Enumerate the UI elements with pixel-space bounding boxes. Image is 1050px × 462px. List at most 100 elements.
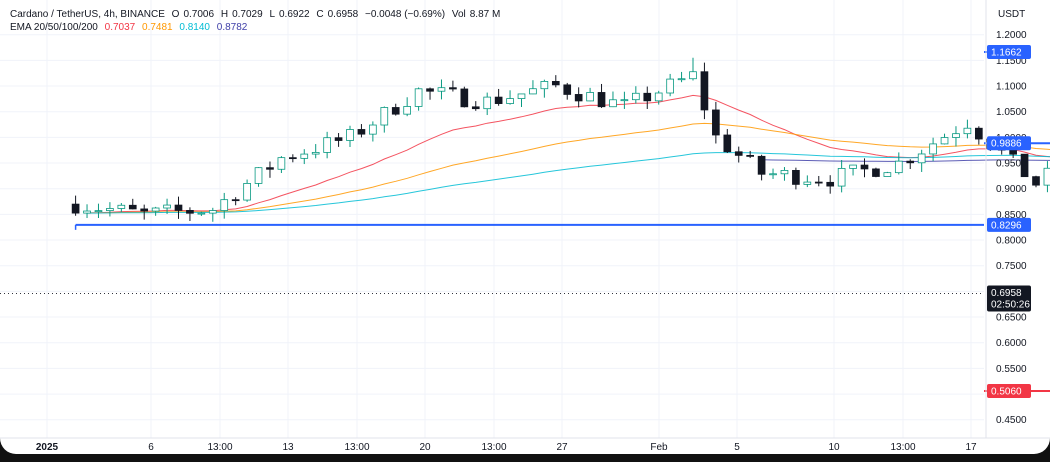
candle [186, 207, 194, 221]
candle-body [677, 78, 686, 81]
candle-body [140, 208, 149, 212]
candle [494, 88, 503, 106]
price-tick: 0.8500 [996, 210, 1027, 221]
ema50-line [86, 122, 1050, 214]
last-price-label: 0.6958 [991, 288, 1022, 299]
level-price-badge [987, 136, 1031, 151]
candle-body [106, 208, 114, 212]
candle [826, 175, 835, 194]
candle [460, 86, 469, 108]
candle-body [792, 170, 800, 185]
candle-body [346, 129, 354, 141]
level-price-label: 0.5060 [991, 386, 1022, 397]
candle-body [1032, 176, 1040, 186]
candle [917, 149, 926, 172]
candle-body [414, 88, 423, 107]
candle-body [403, 106, 411, 115]
price-tick: 0.7500 [996, 261, 1027, 272]
currency-label[interactable]: USDT [998, 9, 1026, 20]
candle-body [643, 92, 652, 102]
high-value: 0.7029 [232, 9, 263, 20]
candle [1020, 153, 1029, 178]
candle [83, 204, 91, 219]
candle-body [952, 133, 960, 138]
symbol-title[interactable]: Cardano / TetherUS, 4h, BINANCE [10, 9, 165, 20]
candle [814, 175, 823, 187]
candle [106, 202, 114, 217]
candle [906, 159, 915, 170]
candle-body [471, 106, 480, 110]
candle [643, 86, 652, 109]
candle-body [723, 134, 732, 153]
ema-legend[interactable]: EMA 20/50/100/200 0.7037 0.7481 0.8140 0… [10, 22, 251, 33]
candle [403, 97, 411, 117]
volume-value: 8.87 M [469, 9, 501, 20]
candle [1032, 175, 1040, 188]
ema50-value: 0.7481 [142, 22, 173, 33]
candle-body [609, 99, 617, 108]
candle-body [94, 210, 103, 213]
candle-body [334, 137, 343, 141]
ema100-value: 0.8140 [179, 22, 210, 33]
candle-body [632, 92, 640, 101]
candle-body [426, 88, 434, 92]
candle-body [540, 81, 549, 90]
candle-body [243, 183, 251, 201]
candle [437, 79, 446, 100]
price-tick: 1.0500 [996, 107, 1027, 118]
candle [174, 196, 183, 219]
candle [414, 87, 423, 111]
high-label: H [220, 9, 229, 20]
time-tick: 6 [148, 442, 154, 453]
candle [369, 121, 377, 142]
candle-body [369, 124, 377, 135]
price-tick: 0.8000 [996, 236, 1027, 247]
candle-body [289, 157, 297, 160]
candle [449, 80, 457, 92]
time-tick: 13 [282, 442, 294, 453]
candle-body [83, 210, 91, 214]
candle-body [803, 181, 812, 185]
candle [780, 167, 789, 181]
price-tick: 0.6000 [996, 338, 1027, 349]
candles-layer [71, 57, 1050, 222]
candle [929, 137, 937, 162]
candle [266, 161, 274, 178]
price-tick: 0.9500 [996, 159, 1027, 170]
price-tick: 0.6500 [996, 313, 1027, 324]
candle [140, 204, 149, 220]
candle-body [929, 143, 937, 155]
candle-body [208, 210, 217, 214]
candle [163, 198, 171, 214]
volume-label: Vol [451, 9, 466, 20]
candle-body [849, 164, 857, 169]
candle [952, 126, 960, 147]
candle [346, 125, 354, 148]
candle-body [483, 96, 492, 110]
candle-body [174, 204, 183, 211]
candle-body [231, 199, 240, 202]
candle [723, 129, 732, 154]
candle [197, 211, 206, 217]
ema100-line [86, 152, 1050, 214]
candle-body [494, 96, 503, 104]
ema20-value: 0.7037 [104, 22, 136, 33]
change-value: −0.0048 (−0.69%) [364, 9, 446, 20]
time-tick: 27 [556, 442, 568, 453]
candle [254, 167, 263, 187]
candle [860, 158, 869, 178]
candle-body [460, 88, 469, 108]
price-tick: 0.9000 [996, 184, 1027, 195]
candle-body [197, 212, 206, 215]
candle [666, 73, 674, 97]
candle-body [894, 160, 903, 174]
candle-body [883, 172, 892, 177]
candle [803, 175, 812, 188]
candle-body [254, 167, 263, 184]
candle [323, 131, 331, 159]
ema-label: EMA 20/50/100/200 [10, 22, 98, 33]
candle [117, 203, 126, 212]
